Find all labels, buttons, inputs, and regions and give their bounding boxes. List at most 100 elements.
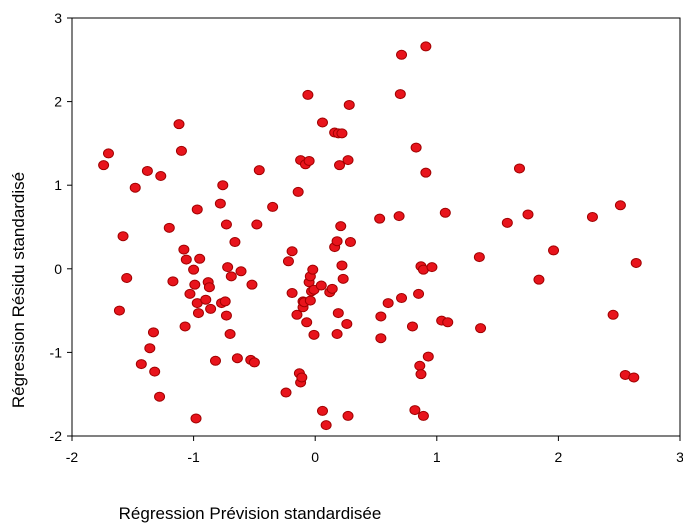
scatter-point: [191, 204, 203, 215]
scatter-point: [548, 245, 560, 256]
scatter-point: [121, 272, 133, 283]
scatter-point: [184, 288, 196, 299]
scatter-point: [248, 357, 260, 368]
scatter-point: [382, 298, 394, 309]
scatter-point: [335, 221, 347, 232]
scatter-point: [178, 244, 190, 255]
scatter-point: [303, 155, 315, 166]
scatter-point: [308, 329, 320, 340]
scatter-point: [304, 295, 316, 306]
scatter-point: [224, 329, 236, 340]
scatter-point: [394, 89, 406, 100]
y-tick-label: 1: [54, 177, 62, 193]
scatter-point: [167, 276, 179, 287]
scatter-point: [513, 163, 525, 174]
scatter-point: [316, 117, 328, 128]
scatter-point: [439, 207, 451, 218]
scatter-point: [117, 231, 129, 242]
scatter-point: [194, 253, 206, 264]
scatter-point: [375, 311, 387, 322]
scatter-point: [607, 309, 619, 320]
axis-ticks: -2 -1 0 1 2 3 -2 -1 0 1 2 3: [50, 10, 683, 465]
x-tick-label: 2: [555, 449, 563, 465]
scatter-point: [301, 317, 313, 328]
scatter-point: [393, 211, 405, 222]
scatter-point: [320, 420, 332, 431]
scatter-point: [147, 327, 159, 338]
y-tick-label: 3: [54, 10, 62, 26]
scatter-point: [282, 256, 294, 267]
scatter-point: [173, 119, 185, 130]
scatter-point: [154, 391, 166, 402]
scatter-point: [225, 271, 237, 282]
scatter-point: [286, 246, 298, 257]
scatter-point: [253, 165, 265, 176]
scatter-point: [341, 318, 353, 329]
scatter-point: [144, 343, 156, 354]
scatter-point: [475, 323, 487, 334]
scatter-point: [214, 198, 226, 209]
plot-frame: [71, 17, 681, 437]
scatter-point: [102, 148, 114, 159]
scatter-point: [188, 264, 200, 275]
scatter-point: [522, 209, 534, 220]
scatter-point: [415, 369, 427, 380]
scatter-point: [409, 405, 421, 416]
scatter-point: [229, 237, 241, 248]
scatter-point: [129, 182, 141, 193]
scatter-point: [334, 160, 346, 171]
scatter-point: [222, 262, 234, 273]
scatter-point: [190, 413, 202, 424]
x-axis-title: Régression Prévision standardisée: [119, 504, 382, 523]
scatter-point: [628, 372, 640, 383]
scatter-point: [442, 317, 454, 328]
scatter-point: [375, 333, 387, 344]
scatter-point: [343, 99, 355, 110]
y-tick-label: 0: [54, 261, 62, 277]
y-axis-title: Régression Résidu standardisé: [9, 172, 28, 408]
scatter-point: [417, 410, 429, 421]
scatter-point: [179, 321, 191, 332]
scatter-point: [98, 160, 110, 171]
scatter-point: [337, 273, 349, 284]
scatter-point: [246, 279, 258, 290]
scatter-point: [192, 308, 204, 319]
scatter-point: [209, 355, 221, 366]
scatter-point: [426, 262, 438, 273]
scatter-point: [220, 219, 232, 230]
scatter-point: [113, 305, 125, 316]
y-tick-label: -2: [50, 428, 63, 444]
scatter-point: [406, 321, 418, 332]
scatter-point: [316, 405, 328, 416]
scatter-point: [336, 260, 348, 271]
scatter-point: [344, 237, 356, 248]
y-tick-label: 2: [54, 94, 62, 110]
scatter-point: [180, 254, 192, 265]
scatter-point: [251, 219, 263, 230]
scatter-point: [235, 266, 247, 277]
scatter-point: [292, 186, 304, 197]
scatter-point: [326, 283, 338, 294]
scatter-point: [280, 387, 292, 398]
scatter-point: [586, 211, 598, 222]
scatter-point: [286, 288, 298, 299]
scatter-point: [533, 274, 545, 285]
scatter-point: [231, 353, 243, 364]
scatter-point: [205, 303, 217, 314]
scatter-point: [420, 41, 432, 52]
scatter-point: [396, 49, 408, 60]
scatter-point: [331, 236, 343, 247]
scatter-point: [614, 200, 626, 211]
scatter-point: [414, 360, 426, 371]
scatter-point: [149, 366, 161, 377]
scatter-point: [410, 142, 422, 153]
scatter-point: [220, 310, 232, 321]
scatter-point: [396, 293, 408, 304]
x-tick-label: -2: [66, 449, 79, 465]
scatter-point: [291, 309, 303, 320]
scatter-point: [200, 294, 212, 305]
scatter-point: [630, 257, 642, 268]
scatter-point: [336, 128, 348, 139]
